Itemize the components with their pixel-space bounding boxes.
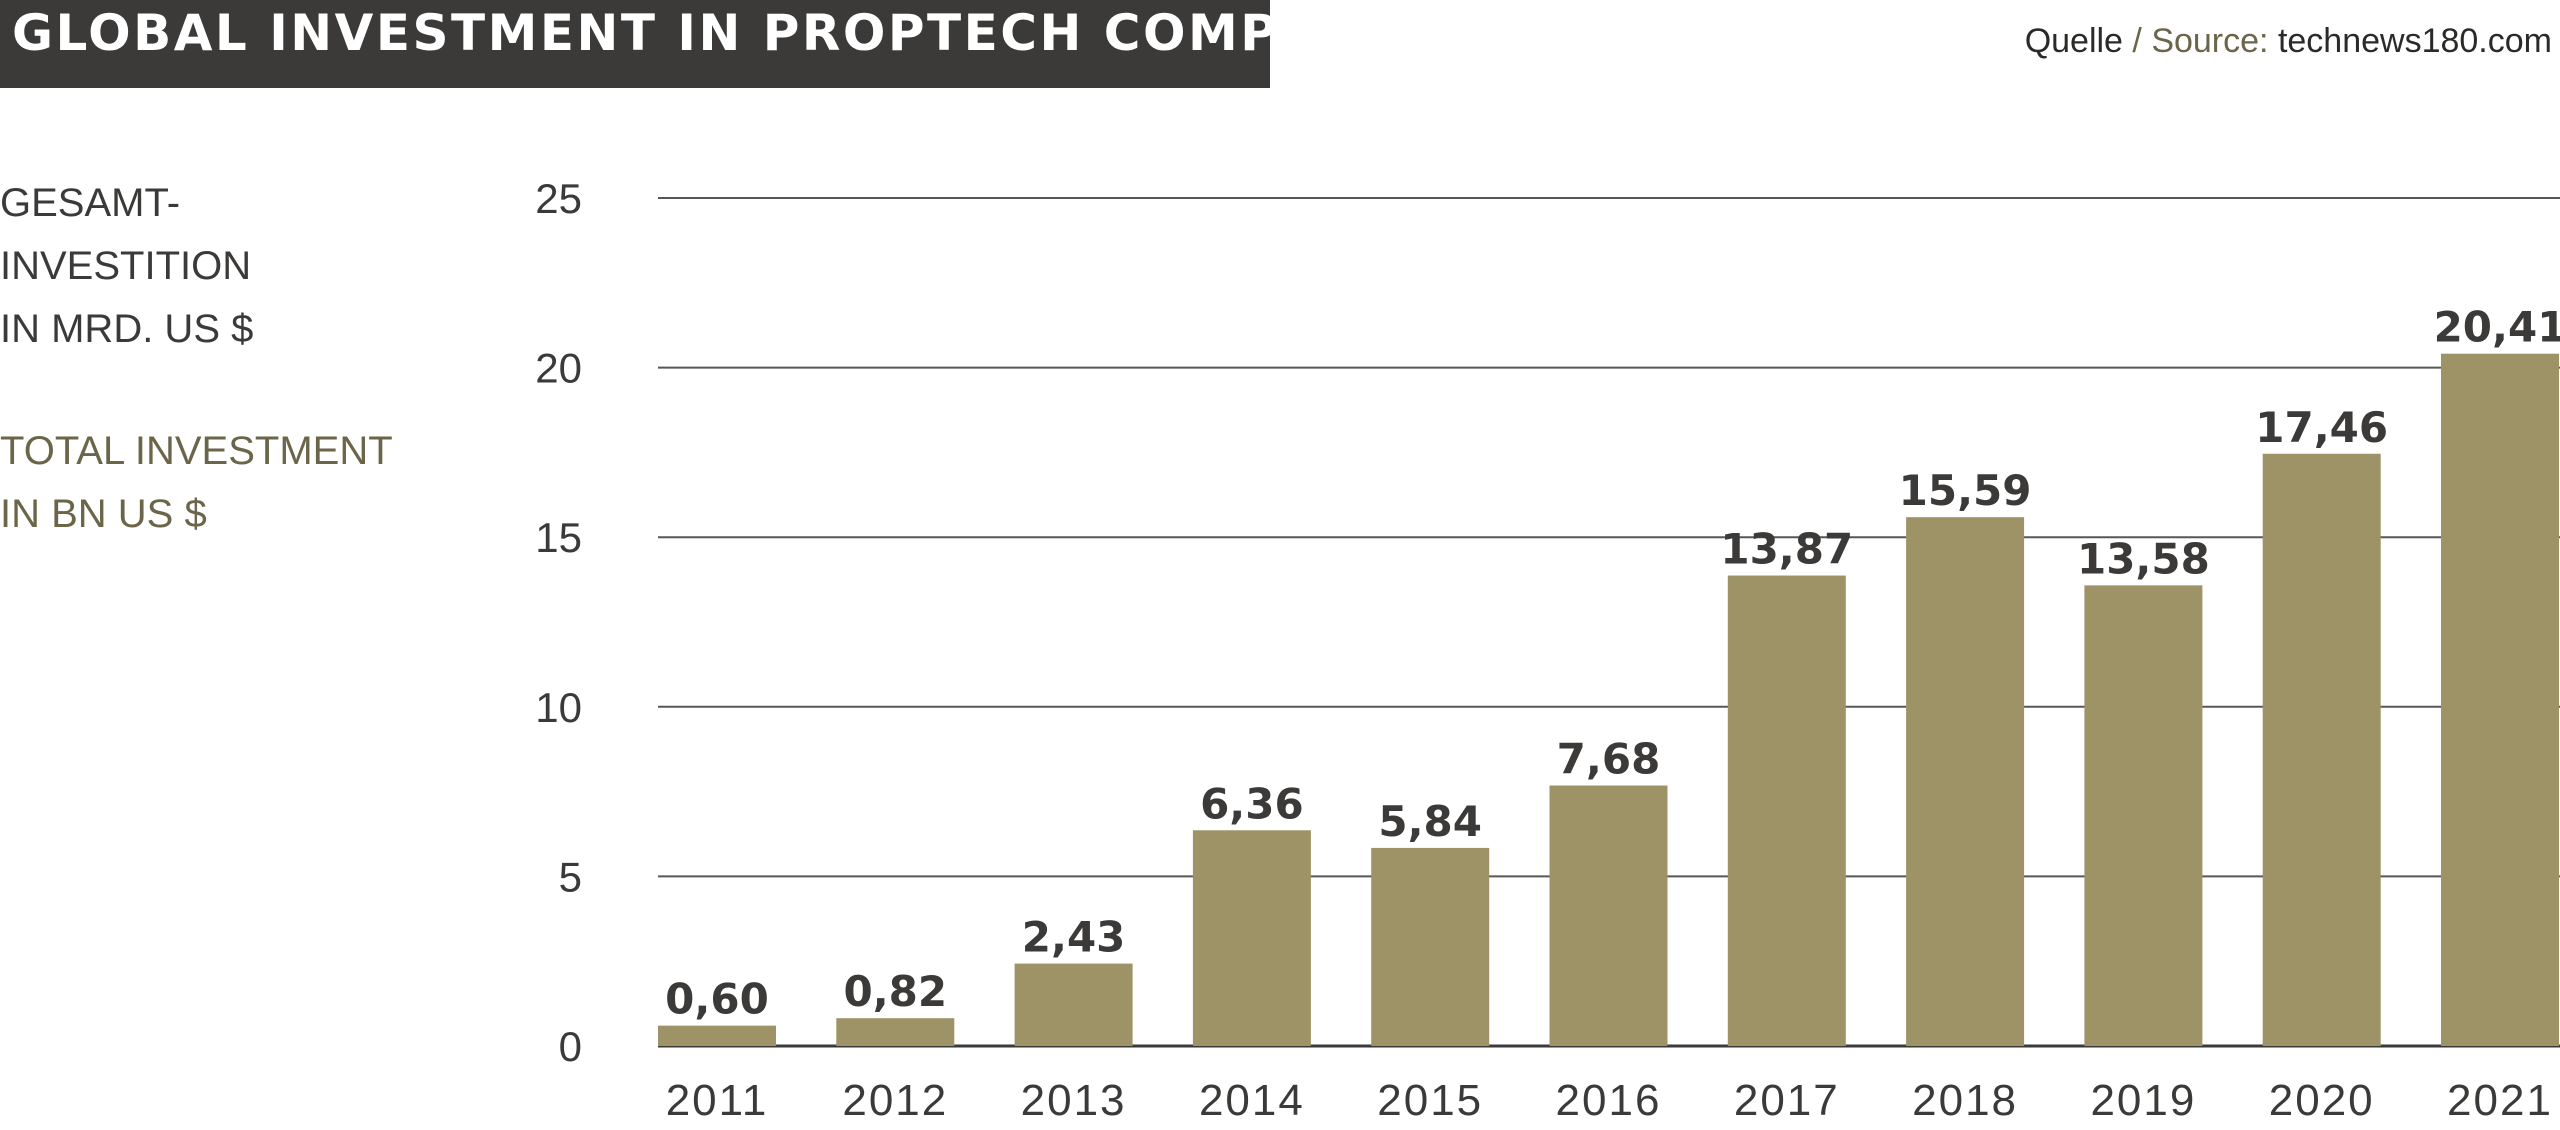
value-label: 0,60 xyxy=(665,975,769,1024)
value-label: 6,36 xyxy=(1200,779,1304,828)
bar-2013 xyxy=(1014,963,1133,1046)
x-tick-label: 2018 xyxy=(1912,1076,2018,1125)
source-prefix: Quelle xyxy=(2024,22,2123,60)
x-tick-label: 2017 xyxy=(1734,1076,1840,1125)
y-tick-label: 0 xyxy=(559,1023,582,1070)
x-tick-label: 2021 xyxy=(2447,1076,2553,1125)
y-axis-label-en-line: IN BN US $ xyxy=(0,492,207,536)
y-tick-label: 10 xyxy=(535,684,582,731)
bar-2012 xyxy=(836,1018,955,1046)
y-tick-label: 20 xyxy=(535,345,582,392)
x-tick-label: 2015 xyxy=(1377,1076,1483,1125)
bar-2018 xyxy=(1906,517,2025,1046)
bar-2017 xyxy=(1727,575,1846,1046)
value-label: 13,87 xyxy=(1720,525,1853,574)
source-note: Quelle / Source: technews180.com xyxy=(2025,22,2552,61)
bar-2014 xyxy=(1192,830,1311,1046)
value-label: 15,59 xyxy=(1899,466,2032,515)
source-label: Source: xyxy=(2151,22,2269,60)
chart-title: GLOBAL INVESTMENT IN PROPTECH COMPANIES xyxy=(12,4,1457,62)
y-tick-label: 15 xyxy=(535,514,582,561)
y-axis-label-german: GESAMT- INVESTITION IN MRD. US $ xyxy=(0,172,253,361)
value-label: 7,68 xyxy=(1557,734,1661,783)
y-tick-label: 25 xyxy=(535,175,582,222)
x-tick-label: 2012 xyxy=(842,1076,948,1125)
y-tick-label: 5 xyxy=(559,853,582,900)
bar-2019 xyxy=(2084,585,2203,1046)
y-axis-label-de-line: GESAMT- xyxy=(0,181,181,225)
x-tick-label: 2020 xyxy=(2269,1076,2375,1125)
bars xyxy=(658,353,2559,1046)
value-label: 13,58 xyxy=(2077,534,2210,583)
y-axis-label-de-line: IN MRD. US $ xyxy=(0,307,254,351)
bar-2016 xyxy=(1549,785,1668,1046)
value-label: 5,84 xyxy=(1378,797,1482,846)
value-label: 2,43 xyxy=(1022,913,1126,962)
value-labels: 0,60 0,82 2,43 6,36 5,84 7,68 13,87 15,59 13,58 1… xyxy=(665,303,2560,1024)
y-axis-label-english: TOTAL INVESTMENT IN BN US $ xyxy=(0,420,393,546)
bar-2020 xyxy=(2262,453,2381,1046)
y-axis-label-en-line: TOTAL INVESTMENT xyxy=(0,429,393,473)
x-tick-label: 2019 xyxy=(2090,1076,2196,1125)
x-tick-label: 2016 xyxy=(1556,1076,1662,1125)
bar-2015 xyxy=(1371,847,1490,1046)
bar-2011 xyxy=(658,1025,776,1046)
x-tick-label: 2013 xyxy=(1021,1076,1127,1125)
x-tick-label: 2014 xyxy=(1199,1076,1305,1125)
x-tick-labels: 2011 2012 2013 2014 2015 2016 2017 2018 2019 2020… xyxy=(666,1076,2553,1125)
title-bar: GLOBAL INVESTMENT IN PROPTECH COMPANIES xyxy=(0,0,1454,88)
source-separator: / xyxy=(2122,22,2152,60)
y-axis-label-de-line: INVESTITION xyxy=(0,244,252,288)
y-tick-labels: 0 5 10 15 20 25 xyxy=(535,175,582,1070)
value-label: 17,46 xyxy=(2255,403,2388,452)
value-label: 0,82 xyxy=(843,967,947,1016)
x-tick-label: 2011 xyxy=(666,1076,769,1125)
source-value: technews180.com xyxy=(2268,22,2552,60)
value-label: 20,41 xyxy=(2434,303,2560,352)
bar-2021 xyxy=(2441,353,2559,1046)
